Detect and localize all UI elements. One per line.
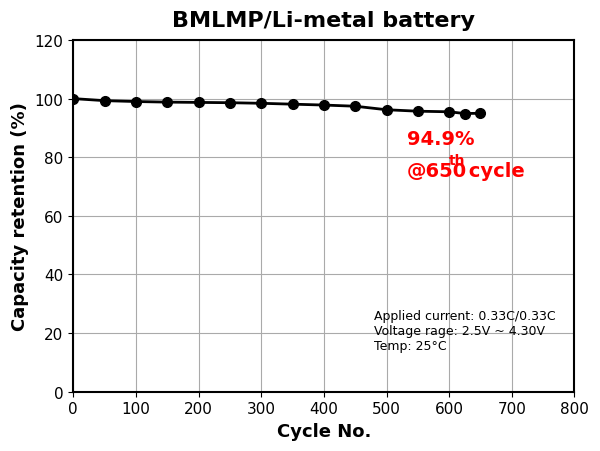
Text: @650: @650 <box>407 161 467 180</box>
Text: th: th <box>449 154 466 168</box>
Text: Applied current: 0.33C/0.33C
Voltage rage: 2.5V ~ 4.30V
Temp: 25°C: Applied current: 0.33C/0.33C Voltage rag… <box>374 309 556 352</box>
Text: 94.9%: 94.9% <box>407 130 474 149</box>
X-axis label: Cycle No.: Cycle No. <box>277 422 371 440</box>
Title: BMLMP/Li-metal battery: BMLMP/Li-metal battery <box>172 11 475 31</box>
Y-axis label: Capacity retention (%): Capacity retention (%) <box>11 102 29 331</box>
Text: cycle: cycle <box>461 161 524 180</box>
